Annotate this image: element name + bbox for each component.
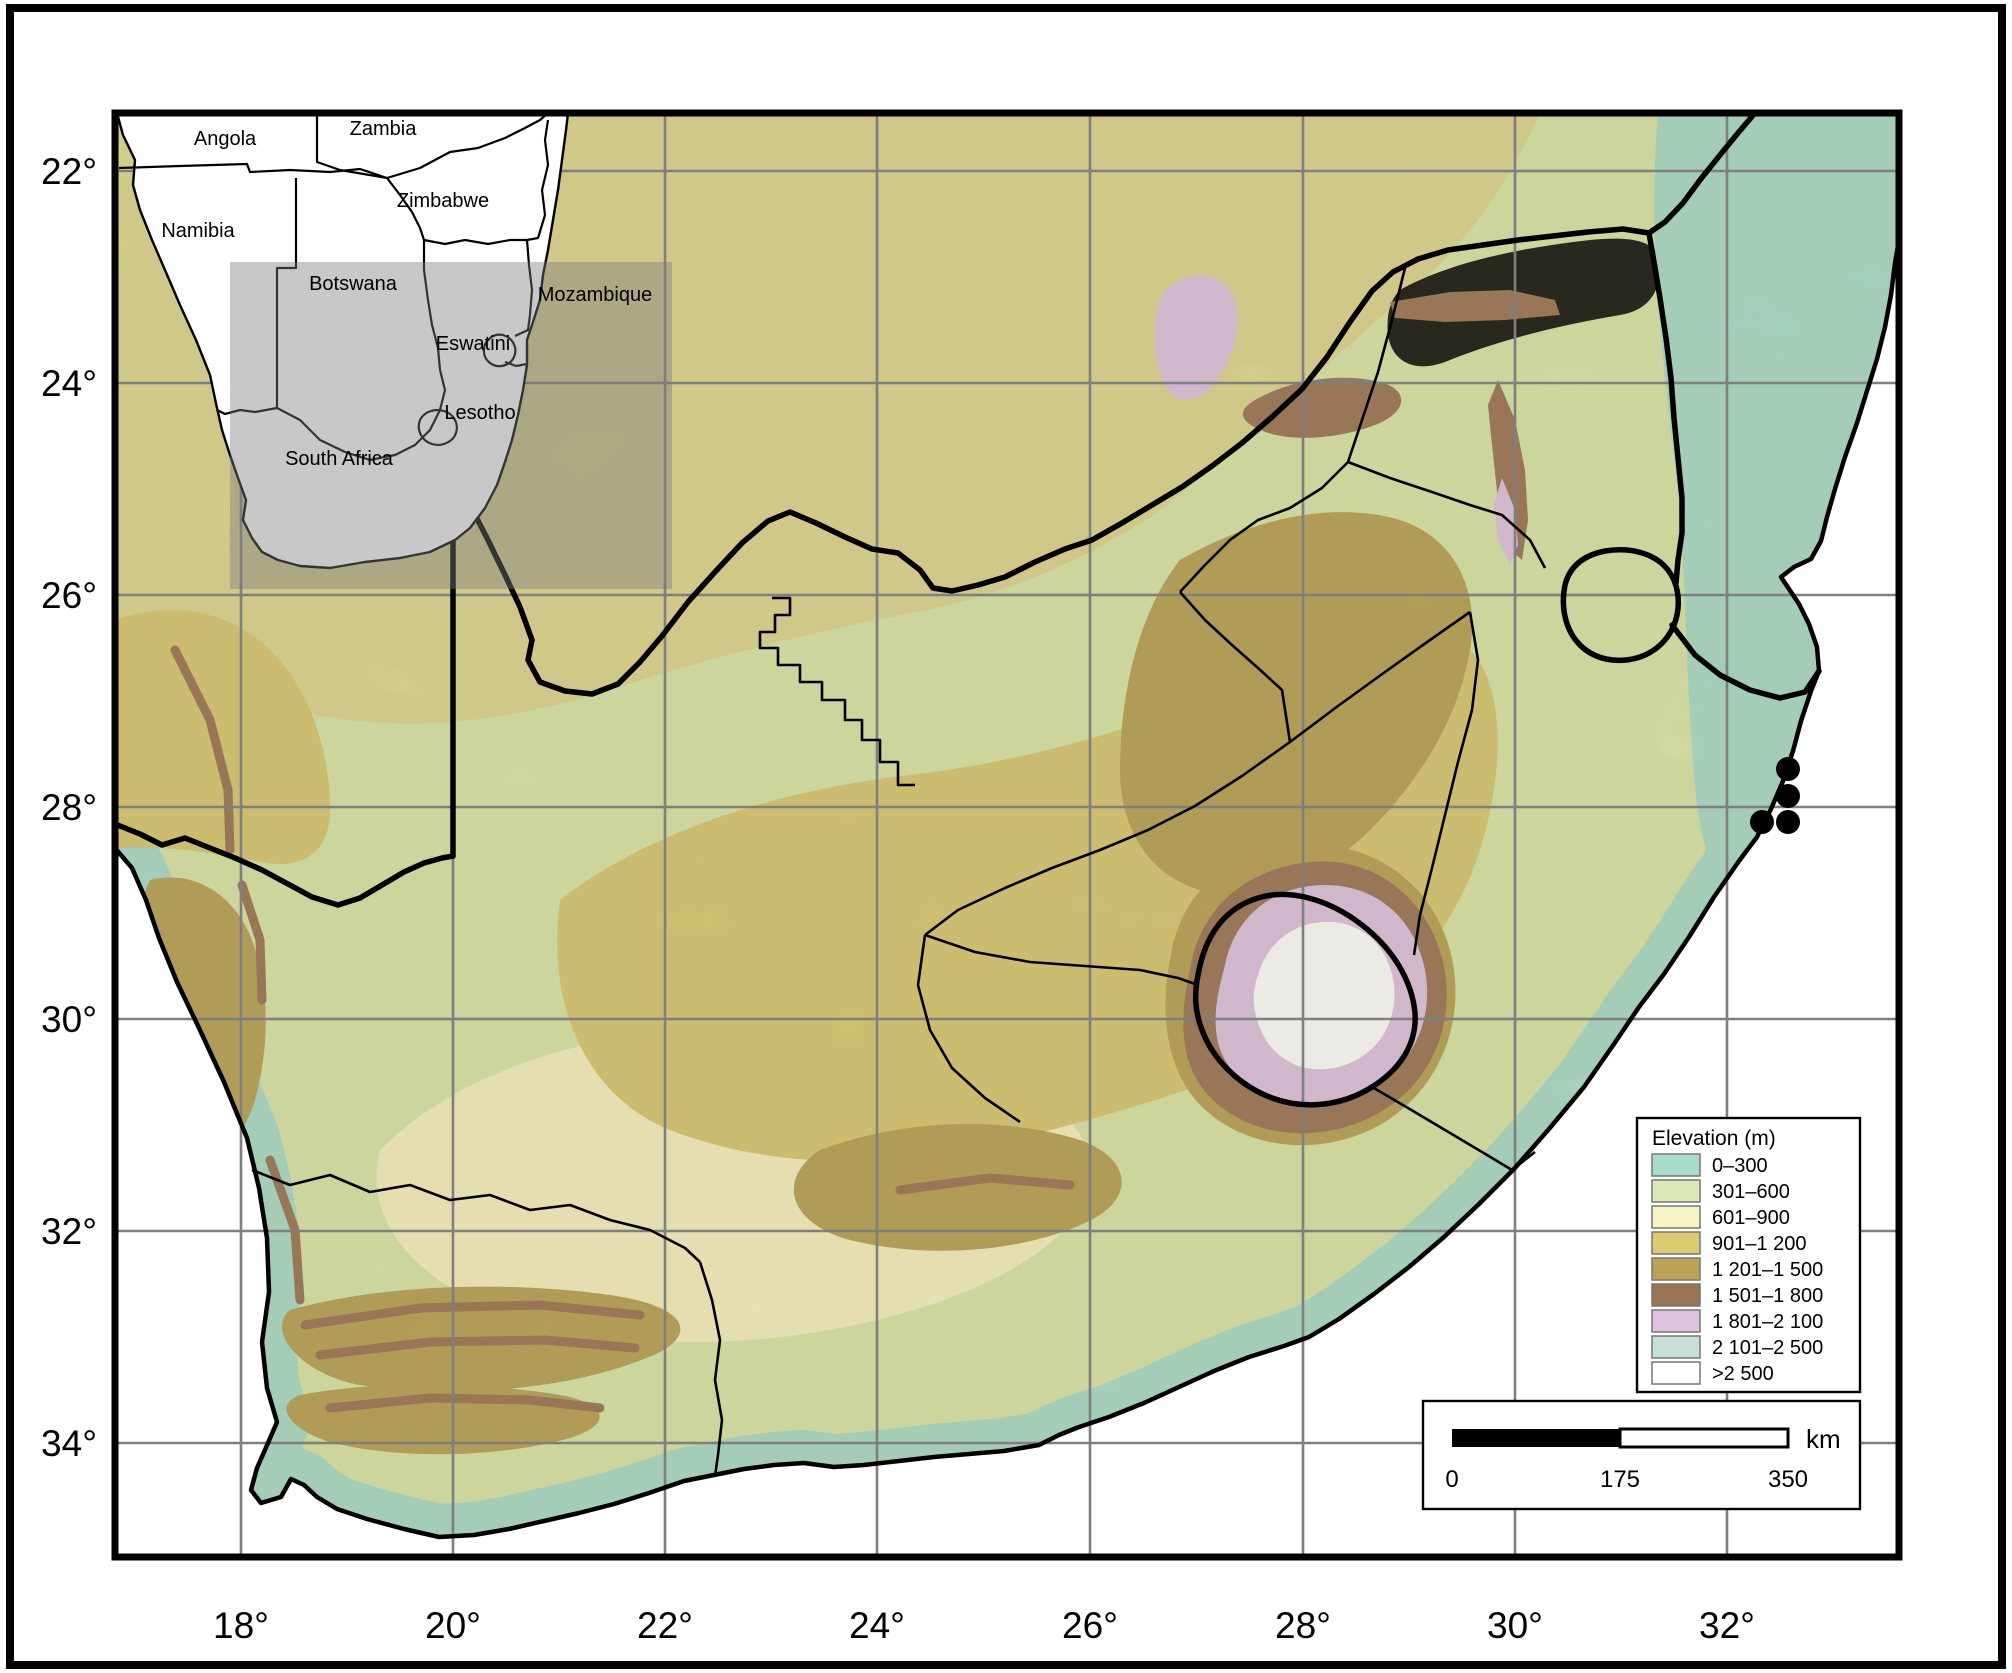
scale-unit: km	[1806, 1424, 1841, 1454]
inset-label-botswana: Botswana	[309, 273, 398, 295]
border-botswana	[450, 226, 1652, 697]
border-lebombo	[1646, 230, 1685, 586]
legend-row-label: 0–300	[1712, 1155, 1768, 1177]
occurrence-point	[1776, 810, 1800, 834]
lat-label: 28°	[41, 787, 97, 828]
latitude-axis-labels: 22° 24° 26° 28° 30° 32° 34°	[41, 151, 97, 1464]
inset-label-zimbabwe: Zimbabwe	[397, 190, 489, 212]
border-sa-mozambique-south	[1669, 622, 1822, 701]
coastline	[115, 239, 1899, 1540]
legend-swatch	[1651, 1309, 1701, 1333]
scale-tick-175: 175	[1600, 1466, 1640, 1493]
scale-bar-segment-open	[1618, 1427, 1790, 1449]
inset-label-angola: Angola	[194, 128, 257, 150]
scale-tick-0: 0	[1445, 1466, 1458, 1493]
lon-label: 32°	[1699, 1605, 1755, 1646]
inset-borders	[118, 113, 550, 462]
inset-map: Angola Zambia Zimbabwe Namibia Botswana …	[115, 113, 672, 589]
legend-row-label: 901–1 200	[1712, 1233, 1807, 1255]
lon-label: 30°	[1487, 1605, 1543, 1646]
border-eswatini	[1560, 547, 1682, 664]
lat-label: 22°	[41, 151, 97, 192]
legend-swatch	[1651, 1179, 1701, 1203]
graticule	[115, 113, 1899, 1557]
study-extent-rectangle	[230, 262, 672, 589]
legend-swatch	[1651, 1231, 1701, 1255]
legend-row-label: 2 101–2 500	[1712, 1337, 1823, 1359]
lon-label: 22°	[637, 1605, 693, 1646]
lat-label: 32°	[41, 1211, 97, 1252]
legend-swatch	[1651, 1361, 1701, 1385]
lon-label: 18°	[213, 1605, 269, 1646]
provincial-borders	[251, 267, 1547, 1477]
inset-label-zambia: Zambia	[350, 118, 418, 140]
legend-swatch	[1651, 1153, 1701, 1177]
legend-row-label: 1 801–2 100	[1712, 1311, 1823, 1333]
occurrence-point	[1776, 757, 1800, 781]
legend-swatch	[1651, 1335, 1701, 1359]
legend-swatch	[1651, 1283, 1701, 1307]
occurrence-point	[1776, 784, 1800, 808]
inset-label-mozambique: Mozambique	[538, 284, 653, 306]
legend-row-label: 601–900	[1712, 1207, 1790, 1229]
scale-bar-segment-filled	[1452, 1429, 1620, 1447]
legend-title: Elevation (m)	[1652, 1127, 1776, 1150]
longitude-axis-labels: 18° 20° 22° 24° 26° 28° 30° 32°	[213, 1605, 1755, 1646]
occurrence-point	[1750, 810, 1774, 834]
scale-bar: 0 175 350 km	[1421, 1399, 1862, 1511]
legend-swatch	[1651, 1205, 1701, 1229]
border-zimbabwe-mozambique	[1646, 113, 1758, 236]
legend-row-label: >2 500	[1712, 1363, 1774, 1385]
border-orange-river	[115, 821, 456, 908]
legend-rows: 0–300 301–600 601–900 901–1 200 1 201–1 …	[1651, 1153, 1823, 1385]
lon-label: 20°	[425, 1605, 481, 1646]
legend-row-label: 1 201–1 500	[1712, 1259, 1823, 1281]
lon-label: 24°	[849, 1605, 905, 1646]
border-lesotho	[1192, 891, 1418, 1108]
lon-label: 26°	[1062, 1605, 1118, 1646]
inset-land	[115, 113, 570, 570]
inset-label-namibia: Namibia	[161, 220, 235, 242]
occurrence-points	[1750, 757, 1800, 834]
page-border	[6, 4, 2006, 1669]
legend: Elevation (m) 0–300 301–600 601–900 901–…	[1635, 1116, 1862, 1394]
lat-label: 34°	[41, 1423, 97, 1464]
lat-label: 30°	[41, 999, 97, 1040]
legend-row-label: 301–600	[1712, 1181, 1790, 1203]
map-frame	[111, 109, 1903, 1561]
inset-label-lesotho: Lesotho	[444, 402, 515, 424]
lat-label: 24°	[41, 363, 97, 404]
scale-bar-box	[1421, 1399, 1862, 1511]
lat-label: 26°	[41, 575, 97, 616]
legend-row-label: 1 501–1 800	[1712, 1285, 1823, 1307]
inset-label-eswatini: Eswatini	[436, 333, 510, 355]
inset-country-labels: Angola Zambia Zimbabwe Namibia Botswana …	[161, 118, 652, 470]
legend-swatch	[1651, 1257, 1701, 1281]
inset-label-south-africa: South Africa	[285, 448, 394, 470]
scale-tick-350: 350	[1768, 1466, 1808, 1493]
lon-label: 28°	[1275, 1605, 1331, 1646]
